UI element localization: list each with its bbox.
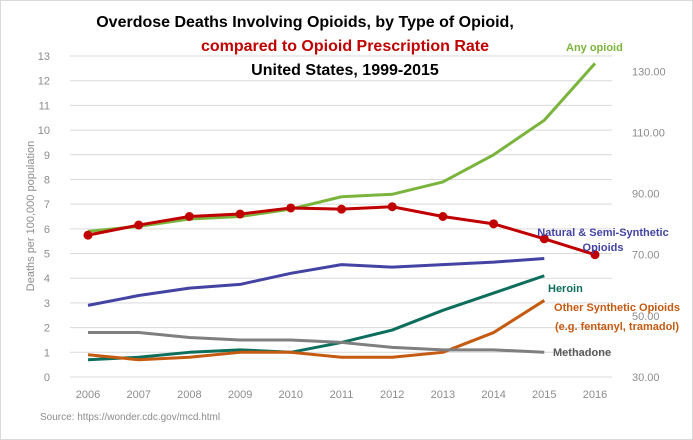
y-tick-label: 0 — [44, 372, 50, 384]
x-tick-label: 2015 — [532, 389, 556, 401]
chart-title: Overdose Deaths Involving Opioids, by Ty… — [96, 14, 514, 31]
series-line-methadone — [88, 331, 545, 354]
x-tick-label: 2010 — [279, 389, 303, 401]
label-other-synthetic-line2: (e.g. fentanyl, tramadol) — [555, 321, 679, 333]
label-any-opioid: Any opioid — [566, 42, 623, 54]
x-tick-label: 2016 — [583, 389, 607, 401]
data-point — [83, 230, 93, 240]
label-other-synthetic-line1: Other Synthetic Opioids — [554, 302, 680, 314]
data-point — [590, 250, 600, 260]
y2-tick-label: 50.00 — [632, 311, 660, 323]
y-tick-label: 9 — [44, 150, 50, 162]
data-point — [134, 220, 144, 230]
data-point — [387, 202, 397, 212]
x-tick-label: 2012 — [380, 389, 404, 401]
label-heroin: Heroin — [548, 283, 583, 295]
data-point — [539, 234, 549, 244]
y-tick-label: 10 — [38, 125, 50, 137]
label-methadone: Methadone — [553, 347, 611, 359]
series-line-any-opioid — [87, 62, 597, 233]
y-tick-label: 11 — [39, 100, 50, 112]
series-line-heroin — [87, 274, 545, 362]
x-tick-label: 2014 — [481, 389, 505, 401]
y-tick-label: 5 — [44, 249, 50, 261]
data-point — [235, 209, 245, 219]
y-tick-label: 2 — [44, 323, 50, 335]
source-note: Source: https://wonder.cdc.gov/mcd.html — [40, 412, 220, 423]
chart-subtitle: United States, 1999-2015 — [251, 62, 439, 79]
y2-tick-label: 70.00 — [632, 250, 660, 262]
y-tick-label: 4 — [44, 273, 50, 285]
y2-tick-label: 30.00 — [632, 372, 660, 384]
x-tick-label: 2011 — [330, 389, 354, 401]
y-tick-label: 13 — [38, 51, 50, 63]
y-axis-label: Deaths per 100,000 population — [25, 141, 37, 291]
label-natural-line1: Natural & Semi-Synthetic — [537, 227, 668, 239]
y2-tick-label: 110.00 — [632, 127, 665, 139]
x-tick-label: 2006 — [76, 389, 100, 401]
y-tick-label: 7 — [44, 199, 50, 211]
y-tick-label: 8 — [44, 174, 50, 186]
y-tick-label: 12 — [38, 76, 50, 88]
data-point — [286, 203, 296, 213]
data-point — [438, 212, 448, 221]
y2-tick-label: 130.00 — [632, 66, 666, 78]
label-natural-line2: Opioids — [583, 242, 624, 254]
data-point — [337, 204, 346, 214]
y2-tick-label: 90.00 — [632, 189, 660, 201]
y-tick-label: 3 — [44, 298, 50, 310]
series-line-opioid-prescription-rate — [87, 205, 596, 257]
data-point — [489, 219, 499, 229]
y-tick-label: 1 — [44, 347, 50, 359]
series-line-natural-semi-synthetic-opioids — [87, 256, 545, 307]
x-tick-label: 2013 — [431, 389, 455, 401]
x-tick-label: 2007 — [126, 389, 150, 401]
data-point — [184, 212, 194, 221]
series-line-other-synthetic-opioids-e-g-fentanyl-tramadol- — [87, 299, 546, 362]
x-tick-label: 2008 — [177, 389, 201, 401]
x-tick-label: 2009 — [228, 389, 252, 401]
y-tick-label: 6 — [44, 224, 50, 236]
chart-subtitle-red: compared to Opioid Prescription Rate — [201, 38, 489, 55]
